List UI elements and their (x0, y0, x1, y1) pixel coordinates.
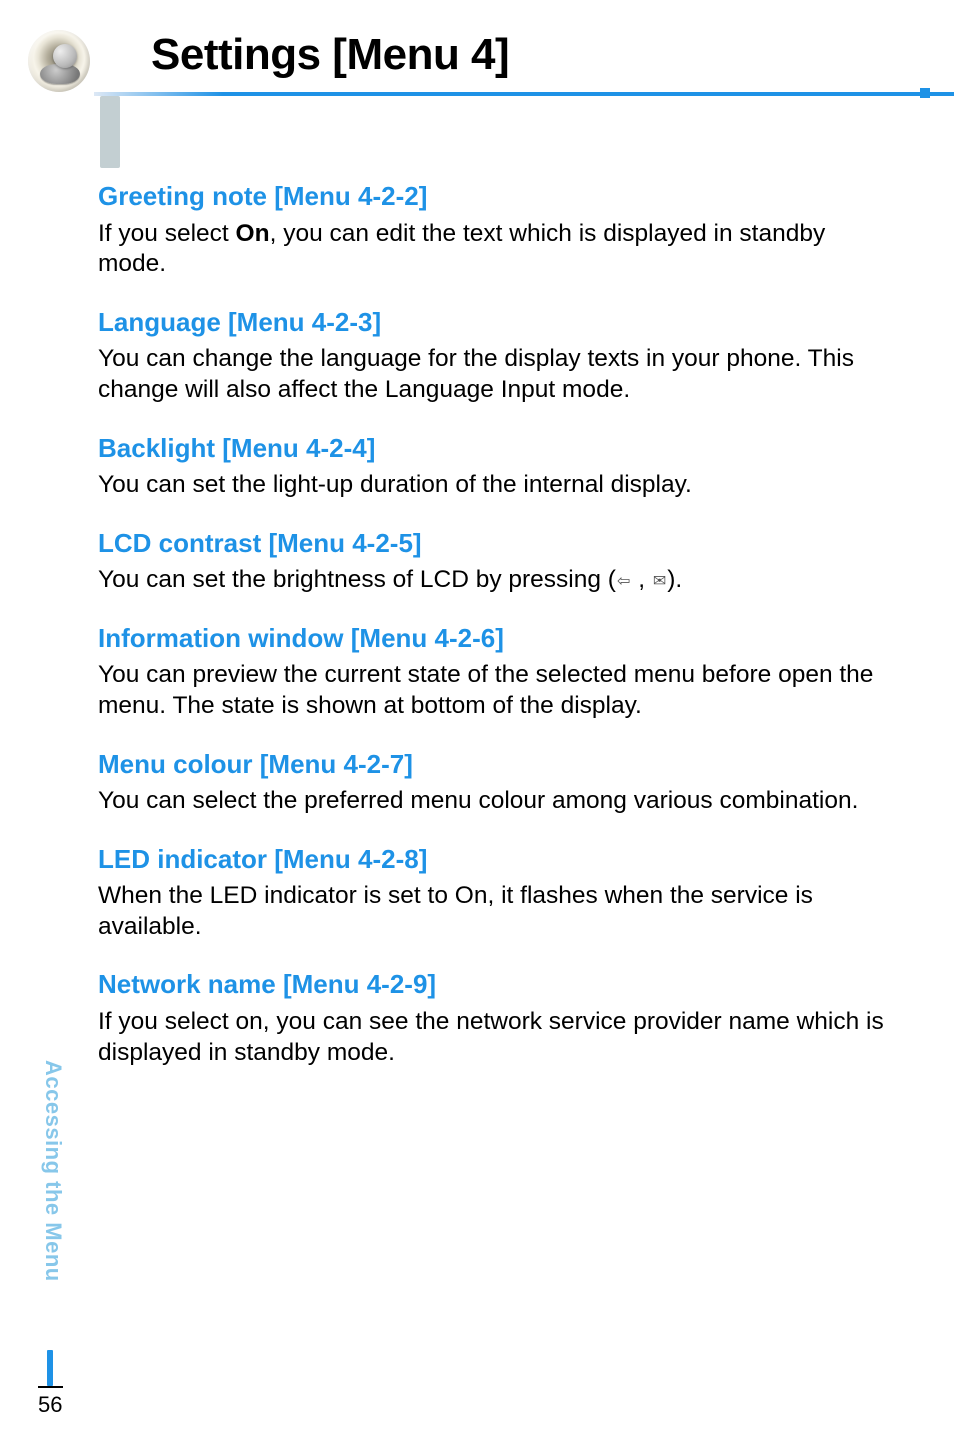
settings-icon-bg (28, 30, 90, 92)
side-section-label: Accessing the Menu (40, 1060, 66, 1360)
page-title: Settings [Menu 4] (151, 30, 509, 80)
section-heading: LED indicator [Menu 4-2-8] (98, 843, 886, 876)
section-heading: Network name [Menu 4-2-9] (98, 968, 886, 1001)
settings-icon (28, 30, 92, 94)
accent-endcap (920, 88, 930, 98)
section-body: If you select On, you can edit the text … (98, 219, 886, 280)
section-body: You can select the preferred menu colour… (98, 786, 886, 817)
accent-underline (94, 92, 954, 96)
body-text-pre: You can set the brightness of LCD by pre… (98, 566, 616, 593)
page-number: 56 (38, 1392, 62, 1418)
header: Settings [Menu 4] (96, 30, 954, 80)
side-tick-vertical (47, 1350, 53, 1386)
section-heading: Language [Menu 4-2-3] (98, 306, 886, 339)
section-body: If you select on, you can see the networ… (98, 1007, 886, 1068)
content-area: Greeting note [Menu 4-2-2] If you select… (98, 180, 886, 1070)
title-row: Settings [Menu 4] (96, 30, 954, 80)
settings-icon-knob (53, 44, 77, 68)
section-heading: Backlight [Menu 4-2-4] (98, 432, 886, 465)
body-text-post: ). (667, 566, 682, 593)
side-tick-horizontal (38, 1386, 63, 1388)
section-body: You can set the light-up duration of the… (98, 470, 886, 501)
section-body: You can change the language for the disp… (98, 344, 886, 405)
body-text-pre: If you select (98, 220, 236, 247)
side-label-text: Accessing the Menu (40, 1060, 66, 1282)
left-key-icon: ⇦ (616, 572, 631, 592)
section-heading: LCD contrast [Menu 4-2-5] (98, 527, 886, 560)
body-text-sep: , (631, 566, 651, 593)
section-body: You can set the brightness of LCD by pre… (98, 565, 886, 596)
body-text-bold: On (236, 220, 270, 247)
section-heading: Information window [Menu 4-2-6] (98, 622, 886, 655)
section-body: You can preview the current state of the… (98, 660, 886, 721)
page-root: Settings [Menu 4] Greeting note [Menu 4-… (0, 0, 954, 1433)
header-left-bar (100, 96, 120, 168)
section-heading: Greeting note [Menu 4-2-2] (98, 180, 886, 213)
right-key-icon: ✉ (652, 572, 667, 592)
section-heading: Menu colour [Menu 4-2-7] (98, 748, 886, 781)
section-body: When the LED indicator is set to On, it … (98, 881, 886, 942)
